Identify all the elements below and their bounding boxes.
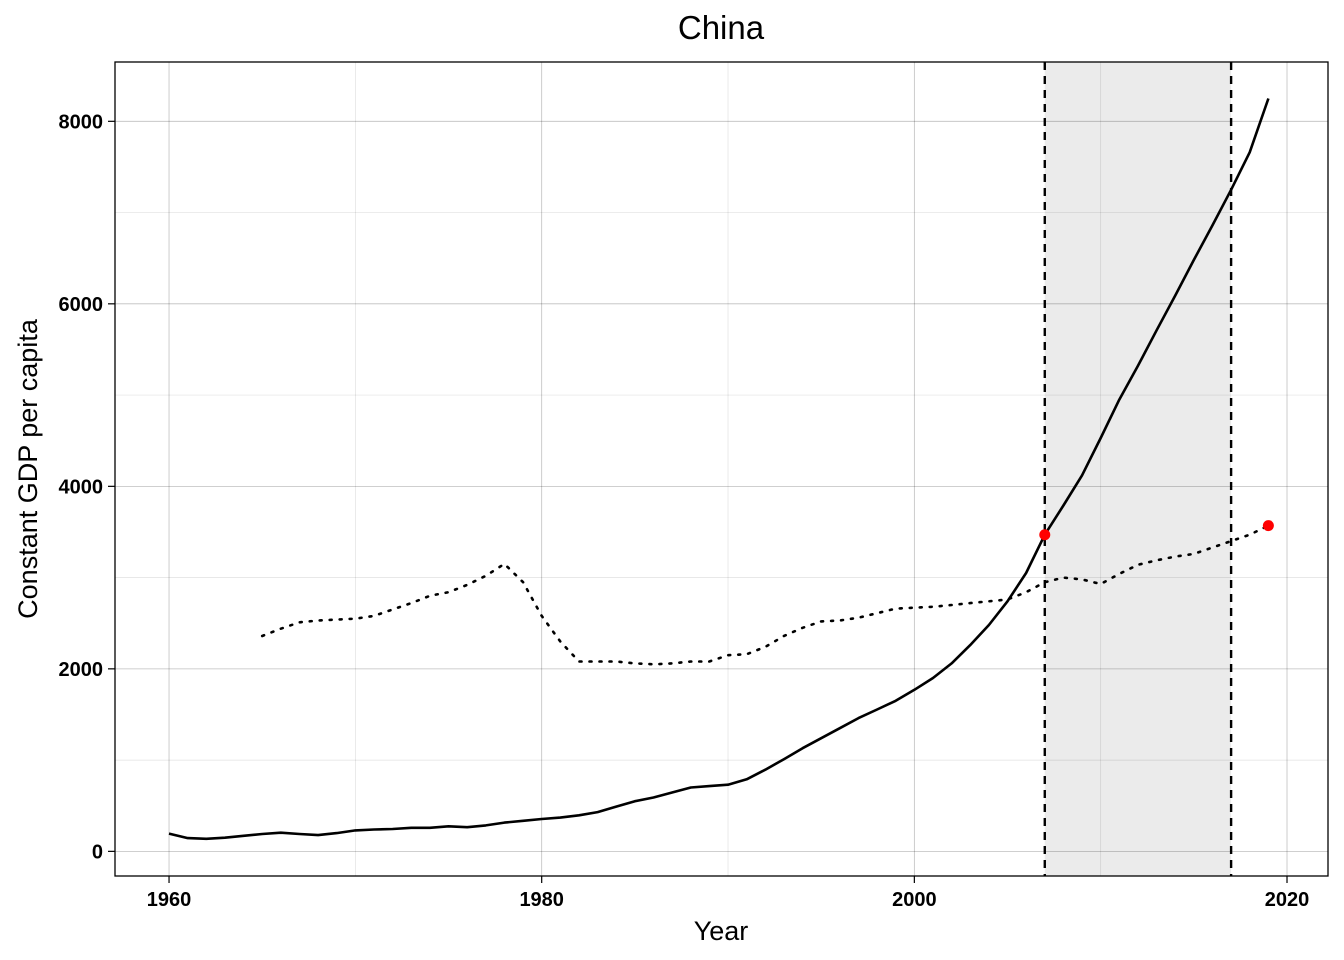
highlight-point [1039,529,1051,541]
shaded-region [1044,62,1232,876]
chart-title: China [678,9,765,46]
y-tick-label: 2000 [59,659,104,681]
x-tick-label: 2000 [892,889,937,911]
y-tick-label: 0 [92,841,103,863]
x-axis: 1960 1980 2000 2020 [147,876,1309,911]
plot-panel [114,61,1329,877]
y-axis: 0 2000 4000 6000 8000 [59,111,115,863]
y-axis-label: Constant GDP per capita [13,318,43,619]
x-tick-label: 1980 [519,889,564,911]
y-tick-label: 6000 [59,294,104,316]
highlight-point [1262,520,1274,532]
x-tick-label: 1960 [147,889,192,911]
y-tick-label: 4000 [59,476,104,498]
solid-series-line [168,98,1270,841]
plot-border [114,61,1329,877]
y-tick-label: 8000 [59,111,104,133]
x-tick-label: 2020 [1265,889,1310,911]
x-axis-label: Year [694,916,749,946]
